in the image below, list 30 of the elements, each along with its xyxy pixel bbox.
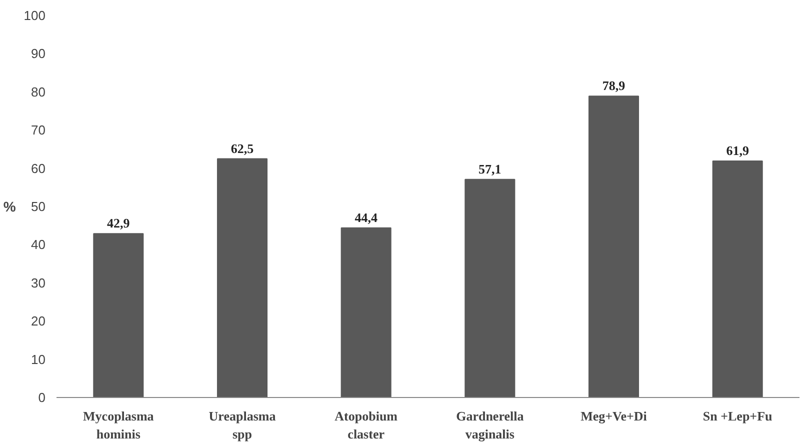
y-tick-label: 0	[38, 390, 46, 405]
y-tick-label: 10	[31, 352, 46, 367]
y-tick-label: 70	[31, 122, 46, 138]
y-tick-label: 20	[31, 314, 46, 329]
y-tick-label: 60	[31, 160, 46, 176]
bar	[93, 233, 144, 398]
y-tick-label: 90	[31, 46, 46, 62]
x-tick-label: Gardnerella vaginalis	[456, 408, 524, 442]
x-tick-label: Ureaplasma spp	[208, 408, 276, 442]
x-tick-label: Mycoplasma hominis	[83, 408, 154, 442]
data-label: 62,5	[230, 140, 254, 156]
y-tick-label: 100	[24, 8, 46, 23]
y-tick-label: 80	[31, 84, 46, 100]
y-axis-title: %	[3, 198, 16, 214]
bar	[464, 178, 516, 398]
data-label: 61,9	[726, 143, 750, 158]
x-tick-label: Sn +Lep+Fu	[702, 408, 772, 424]
bar	[712, 160, 763, 398]
y-tick-label: 50	[31, 199, 46, 214]
data-label: 57,1	[478, 161, 502, 176]
bar	[588, 96, 640, 398]
bar	[216, 158, 268, 398]
x-tick-label: Atopobium claster	[334, 408, 398, 442]
y-tick-label: 40	[31, 237, 46, 252]
y-tick-label: 30	[31, 275, 46, 290]
data-label: 44,4	[354, 210, 378, 225]
bar	[340, 227, 392, 398]
x-tick-label: Meg+Ve+Di	[580, 408, 648, 424]
data-label: 42,9	[107, 216, 130, 231]
data-label: 78,9	[602, 78, 626, 94]
